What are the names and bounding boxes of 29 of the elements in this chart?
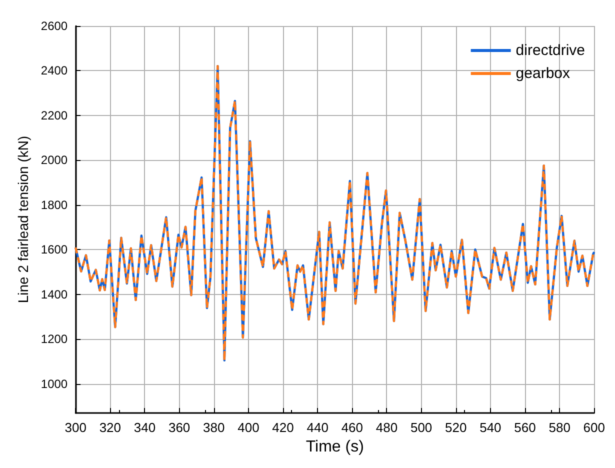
- x-tick-label: 340: [134, 420, 156, 435]
- x-tick-label: 440: [306, 420, 328, 435]
- x-tick-label: 600: [583, 420, 606, 435]
- x-tick-label: 420: [272, 420, 294, 435]
- x-tick-label: 580: [548, 420, 570, 435]
- y-tick-label: 1000: [40, 376, 68, 391]
- x-tick-label: 480: [376, 420, 398, 435]
- y-axis-title: Line 2 fairlead tension (kN): [15, 136, 31, 304]
- x-tick-label: 360: [168, 420, 190, 435]
- y-tick-label: 2400: [40, 64, 68, 78]
- x-axis-title: Time (s): [306, 438, 364, 456]
- y-tick-label: 1200: [40, 332, 68, 346]
- legend-label: gearbox: [516, 65, 571, 82]
- x-tick-label: 460: [341, 420, 364, 435]
- y-tick-label: 2600: [40, 19, 68, 33]
- y-tick-label: 1800: [40, 198, 68, 212]
- x-tick-label: 520: [445, 420, 467, 435]
- y-tick-label: 2000: [40, 153, 68, 168]
- x-tick-label: 540: [480, 420, 502, 435]
- y-tick-label: 1400: [40, 287, 68, 302]
- x-tick-label: 300: [64, 420, 86, 435]
- x-tick-label: 400: [238, 420, 260, 435]
- x-tick-label: 560: [514, 420, 536, 435]
- y-tick-label: 1600: [40, 242, 68, 257]
- x-tick-label: 500: [410, 420, 432, 435]
- x-tick-label: 320: [99, 420, 122, 435]
- legend-label: directdrive: [516, 42, 586, 59]
- y-tick-label: 2200: [40, 108, 68, 122]
- x-tick-label: 380: [203, 420, 225, 435]
